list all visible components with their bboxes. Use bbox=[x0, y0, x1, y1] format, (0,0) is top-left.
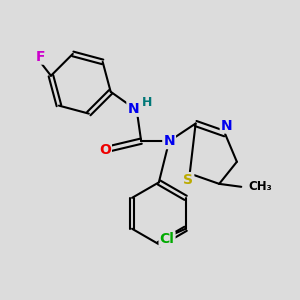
Text: O: O bbox=[99, 143, 111, 157]
Text: CH₃: CH₃ bbox=[249, 180, 272, 193]
Text: N: N bbox=[128, 102, 139, 116]
Text: N: N bbox=[163, 134, 175, 148]
Text: H: H bbox=[142, 95, 152, 109]
Text: N: N bbox=[221, 118, 232, 133]
Text: Cl: Cl bbox=[160, 232, 175, 246]
Text: S: S bbox=[183, 173, 193, 187]
Text: F: F bbox=[36, 50, 45, 64]
